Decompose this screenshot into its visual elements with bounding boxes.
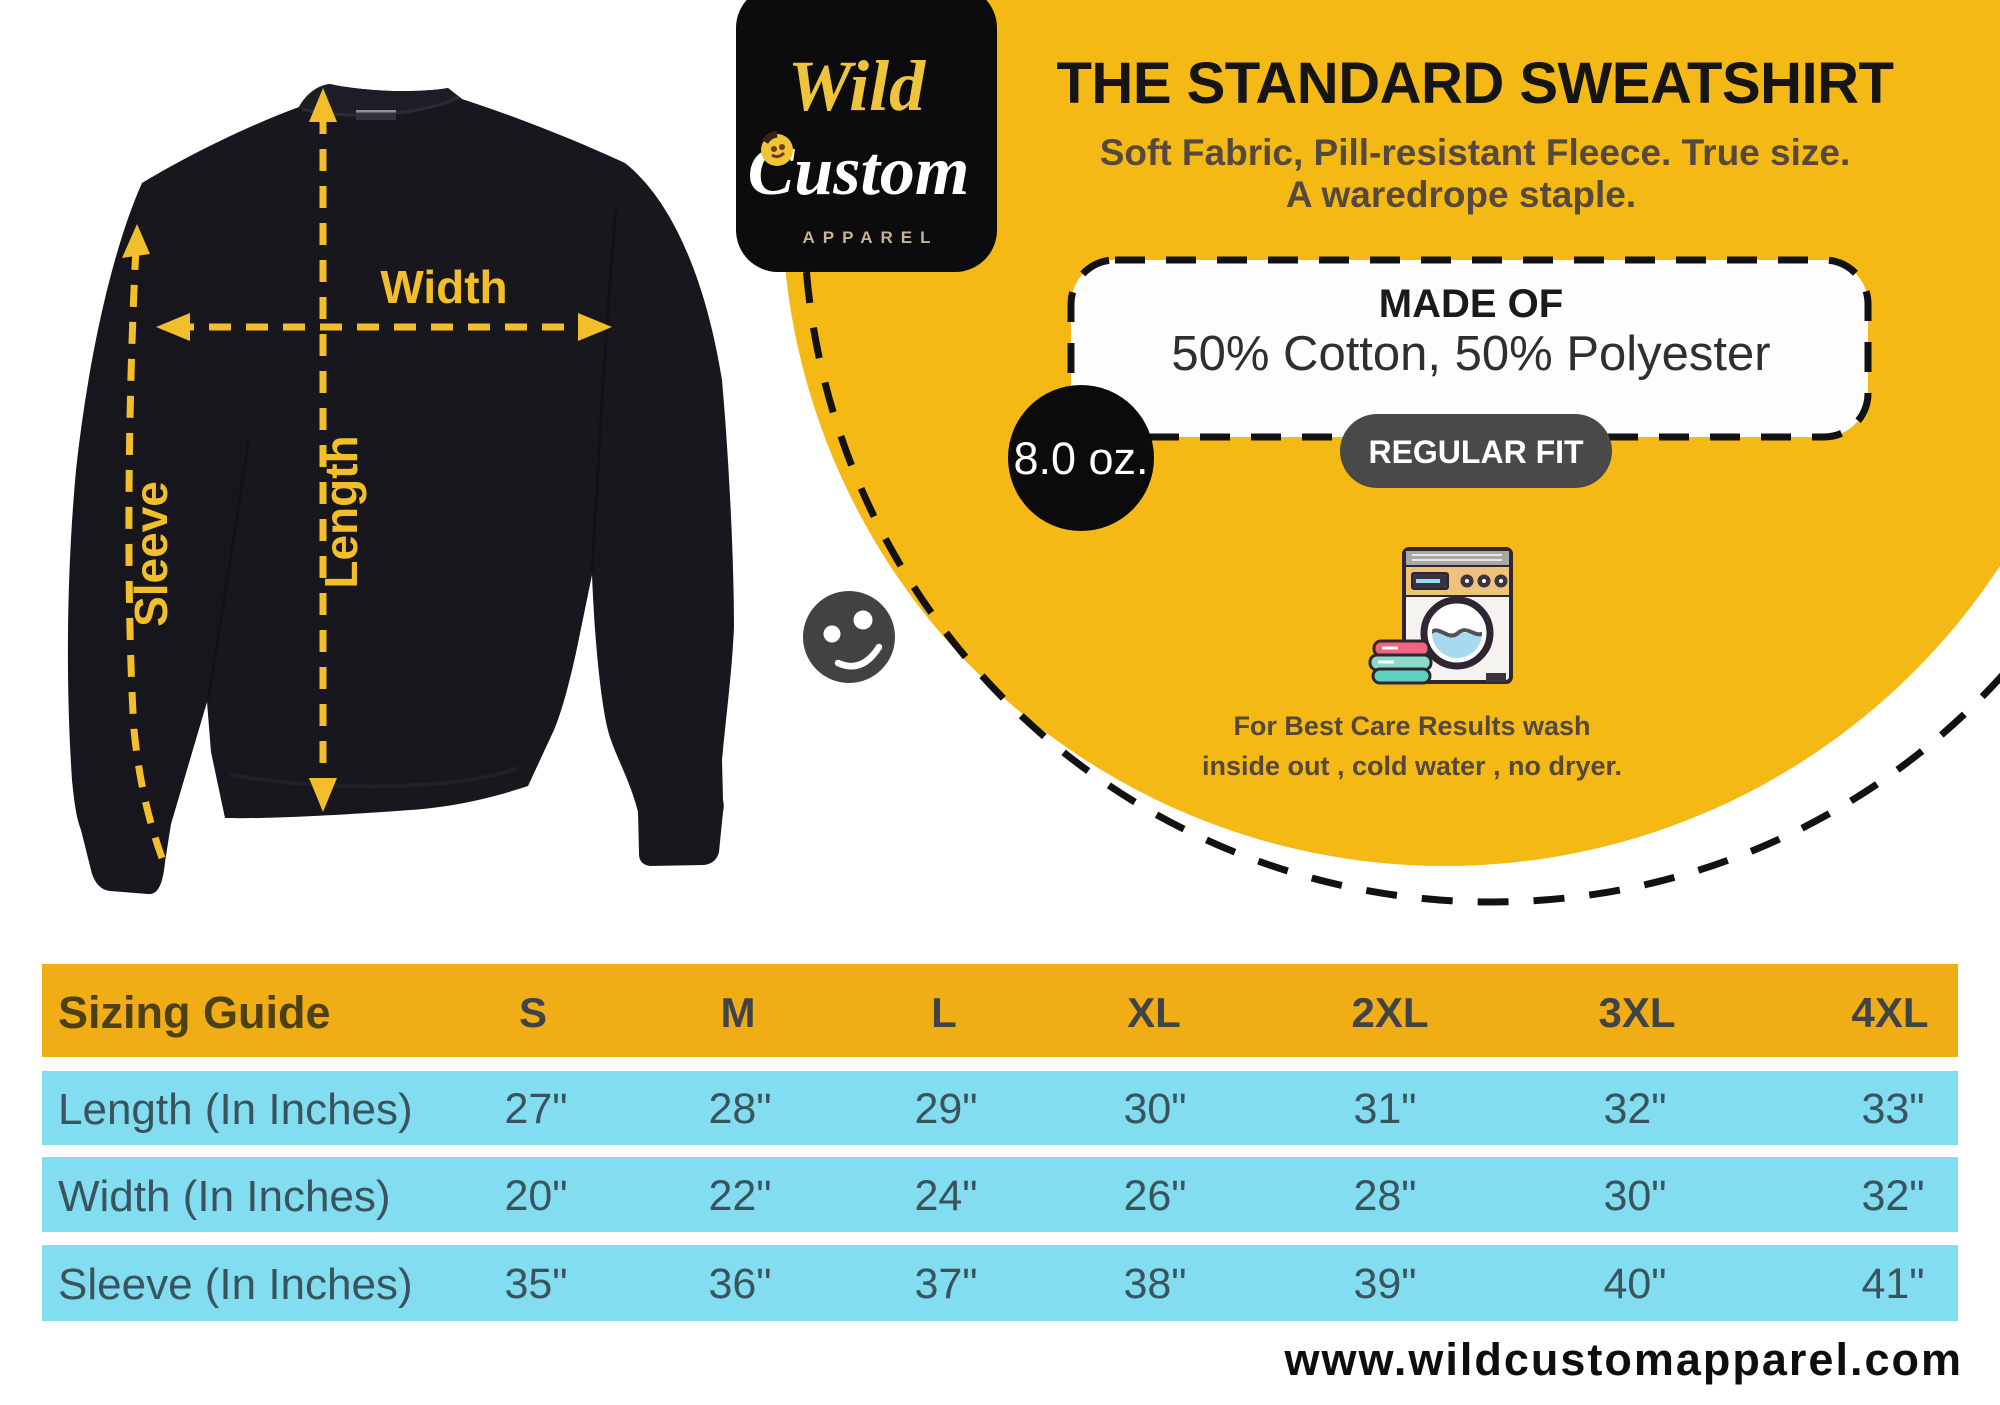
svg-text:Sleeve: Sleeve <box>125 481 177 627</box>
svg-text:Width: Width <box>380 261 507 313</box>
svg-text:Length: Length <box>315 435 367 588</box>
